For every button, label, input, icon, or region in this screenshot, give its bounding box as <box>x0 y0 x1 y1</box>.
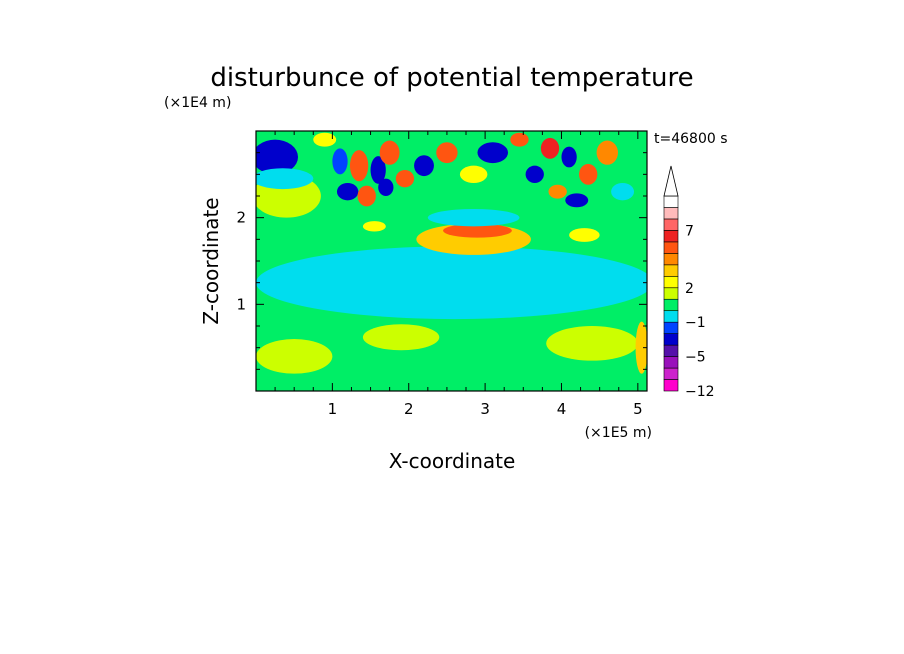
plot-area <box>256 131 647 391</box>
colorbar-swatch <box>663 218 679 231</box>
contour-region <box>256 168 314 190</box>
colorbar-swatch <box>663 310 679 323</box>
colorbar-swatch <box>663 275 679 289</box>
colorbar: 7 2 −1 −5 −12 <box>663 165 715 400</box>
contour-region <box>510 132 529 147</box>
colorbar-swatch <box>663 230 679 243</box>
contour-region <box>336 183 359 201</box>
x-tick-label: 4 <box>557 400 567 418</box>
chart-title: disturbunce of potential temperature <box>210 63 693 93</box>
contour-region <box>362 221 386 232</box>
colorbar-swatch <box>663 367 679 380</box>
x-tick-label: 1 <box>328 400 338 418</box>
y-tick-label: 2 <box>236 209 246 227</box>
contour-region <box>370 156 386 184</box>
y-tick-label: 1 <box>236 295 246 313</box>
contour-region <box>459 165 488 183</box>
contour-region <box>332 148 348 175</box>
contour-region <box>357 185 376 207</box>
colorbar-swatch <box>663 333 679 346</box>
contour-region <box>362 324 440 351</box>
x-tick-label: 2 <box>404 400 414 418</box>
colorbar-swatch <box>663 379 679 392</box>
contour-region <box>414 155 434 177</box>
contour-region <box>436 142 458 164</box>
colorbar-tick-label: −1 <box>685 315 706 331</box>
contour-region <box>256 246 647 320</box>
contour-region <box>477 142 509 164</box>
contour-region <box>256 139 298 175</box>
contour-region <box>540 137 560 159</box>
contour-region <box>548 184 567 199</box>
colorbar-swatch <box>663 298 679 312</box>
colorbar-swatch <box>663 264 679 277</box>
contour-region <box>635 321 647 374</box>
contour-region <box>349 150 369 182</box>
contour-region <box>579 163 598 185</box>
colorbar-tick-label: −5 <box>685 350 706 366</box>
contour-region <box>378 178 394 196</box>
colorbar-swatch <box>663 253 679 266</box>
y-axis-label: Z-coordinate <box>199 197 223 324</box>
contour-region <box>259 310 647 391</box>
contour-region <box>611 183 635 201</box>
contour-region <box>379 140 400 165</box>
colorbar-swatch <box>663 356 679 369</box>
colorbar-extend-arrow <box>663 165 679 197</box>
x-unit-label: (×1E5 m) <box>585 425 652 441</box>
colorbar-tick-label: 7 <box>685 223 694 239</box>
contour-region <box>395 170 415 188</box>
colorbar-swatch <box>663 241 679 254</box>
colorbar-swatch <box>663 321 679 334</box>
colorbar-swatch <box>663 195 679 208</box>
colorbar-swatch <box>663 287 679 300</box>
contour-region <box>569 228 600 242</box>
colorbar-tick-label: 2 <box>685 281 694 297</box>
colorbar-swatch <box>663 344 679 357</box>
x-axis-label: X-coordinate <box>389 449 516 473</box>
time-label: t=46800 s <box>654 131 728 147</box>
contour-region <box>256 339 333 374</box>
contour-region <box>546 326 638 361</box>
y-unit-label: (×1E4 m) <box>164 95 231 111</box>
contour-region <box>596 140 618 165</box>
contour-region <box>565 193 589 208</box>
x-tick-label: 3 <box>480 400 490 418</box>
contour-region <box>443 223 512 238</box>
contour-region <box>525 165 544 183</box>
colorbar-swatch <box>663 207 679 220</box>
colorbar-tick-label: −12 <box>685 384 715 400</box>
axes: 1 2 3 4 5 1 2 <box>236 131 647 418</box>
x-tick-label: 5 <box>633 400 643 418</box>
contour-region <box>313 132 337 147</box>
contour-region <box>427 209 520 227</box>
contour-region <box>561 146 577 168</box>
